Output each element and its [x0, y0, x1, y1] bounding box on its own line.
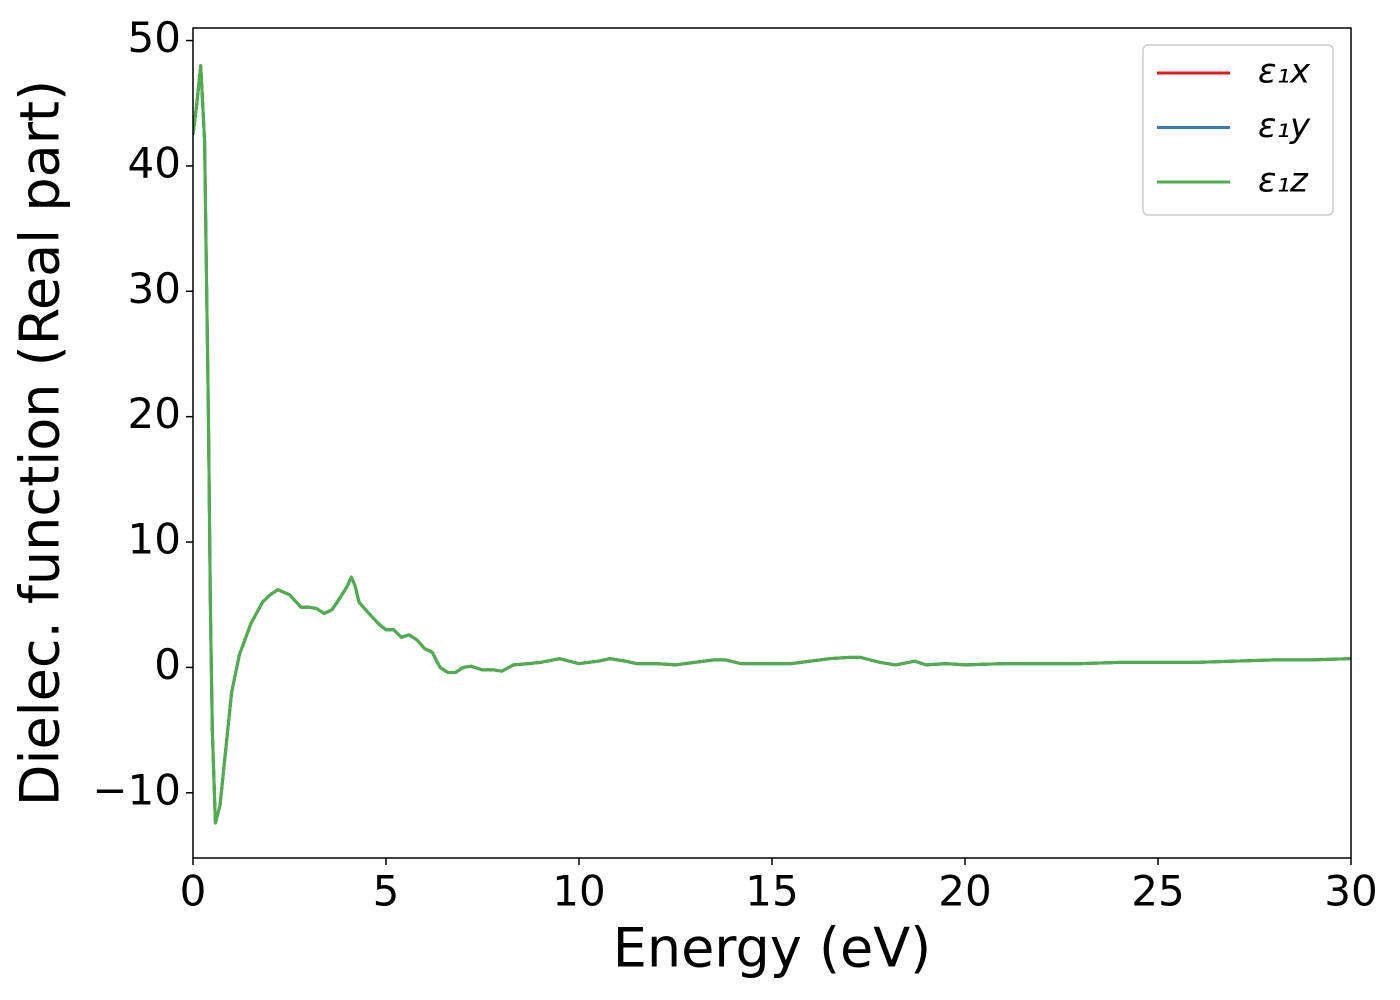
legend-label: ε₁x [1258, 52, 1311, 92]
legend-box [1142, 44, 1334, 216]
x-axis-label: Energy (eV) [613, 917, 932, 980]
y-tick-label: 0 [154, 640, 181, 689]
legend-label: ε₁z [1258, 161, 1309, 201]
x-tick-label: 30 [1324, 867, 1377, 916]
x-tick-label: 10 [552, 867, 605, 916]
series-line [193, 64, 1351, 825]
y-tick-label: −10 [92, 765, 181, 814]
x-tick-label: 15 [745, 867, 798, 916]
x-tick-label: 20 [938, 867, 991, 916]
legend-label: ε₁y [1258, 106, 1311, 146]
x-tick-label: 25 [1131, 867, 1184, 916]
y-tick-label: 40 [128, 138, 181, 187]
y-tick-label: 30 [128, 264, 181, 313]
y-tick-label: 20 [128, 389, 181, 438]
x-tick-label: 5 [373, 867, 400, 916]
y-tick-label: 50 [128, 13, 181, 62]
x-tick-label: 0 [180, 867, 207, 916]
plot-frame [192, 27, 1352, 859]
y-axis-label: Dielec. function (Real part) [9, 80, 72, 806]
y-tick-label: 10 [128, 515, 181, 564]
